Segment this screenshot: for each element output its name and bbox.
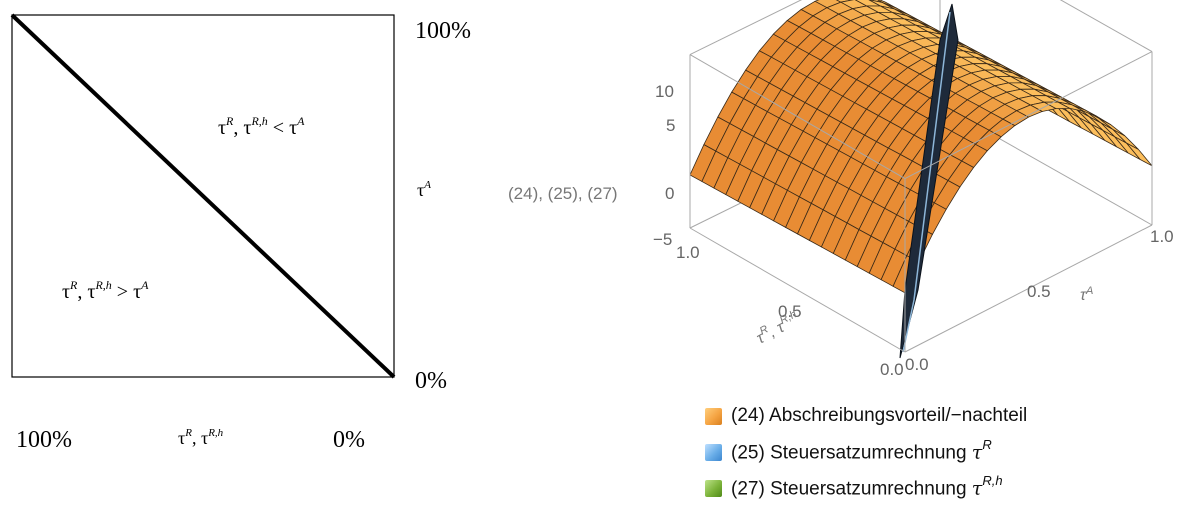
y-tick-0: 0.0 xyxy=(905,355,929,374)
legend: (24) Abschreibungsvorteil/−nachteil (25)… xyxy=(705,398,1185,506)
box-edge xyxy=(689,0,803,56)
legend-item-27: (27) Steuersatzumrechnung τR,h xyxy=(705,470,1185,506)
box-edge xyxy=(1059,0,1153,53)
z-tick-5: 5 xyxy=(666,116,675,135)
z-axis-label: (24), (25), (27) xyxy=(508,184,618,203)
x-tick-0: 0.0 xyxy=(880,360,904,379)
x-axis-left-label: 100% xyxy=(16,427,72,453)
legend-label-25: (25) Steuersatzumrechnung τR xyxy=(731,437,992,464)
box-edge xyxy=(904,224,1153,353)
x-axis-right-label: 0% xyxy=(333,427,365,453)
x-tick-1: 1.0 xyxy=(676,243,700,262)
diagonal-line xyxy=(10,13,396,379)
z-tick-0: 0 xyxy=(665,184,674,203)
surface-plot: 10 5 0 −5 (24), (25), (27) 1.0 0.5 0.0 0… xyxy=(508,0,1174,379)
legend-swatch-blue xyxy=(705,443,722,461)
bounding-box-front xyxy=(689,51,1153,353)
legend-swatch-green xyxy=(705,479,722,497)
right-axis-bottom-label: 0% xyxy=(415,368,447,394)
box-edge xyxy=(904,51,1153,180)
x-axis-label: τR, τR,h xyxy=(178,427,224,448)
right-axis-label: τA xyxy=(417,179,431,200)
legend-item-24: (24) Abschreibungsvorteil/−nachteil xyxy=(705,398,1185,434)
x-tick-05: 0.5 xyxy=(778,302,802,321)
legend-label-24: (24) Abschreibungsvorteil/−nachteil xyxy=(731,405,1028,426)
upper-region-label: τR, τR,h < τA xyxy=(218,114,305,139)
legend-label-27: (27) Steuersatzumrechnung τR,h xyxy=(731,473,1003,500)
z-tick-10: 10 xyxy=(655,82,674,101)
legend-item-25: (25) Steuersatzumrechnung τR xyxy=(705,434,1185,470)
y-tick-05: 0.5 xyxy=(1027,282,1051,301)
lower-region-label: τR, τR,h > τA xyxy=(62,278,149,303)
right-axis-top-label: 100% xyxy=(415,18,471,44)
y-tick-1: 1.0 xyxy=(1150,227,1174,246)
region-diagram: 100% 0% τA 100% 0% τR, τR,h τR, τR,h < τ… xyxy=(10,13,471,453)
box-edge xyxy=(689,227,906,353)
y-axis-label: τA xyxy=(1080,285,1093,304)
spike-highlight xyxy=(902,11,951,353)
box-edge xyxy=(689,54,906,180)
legend-swatch-orange xyxy=(705,407,722,425)
z-tick-minus5: −5 xyxy=(653,230,672,249)
